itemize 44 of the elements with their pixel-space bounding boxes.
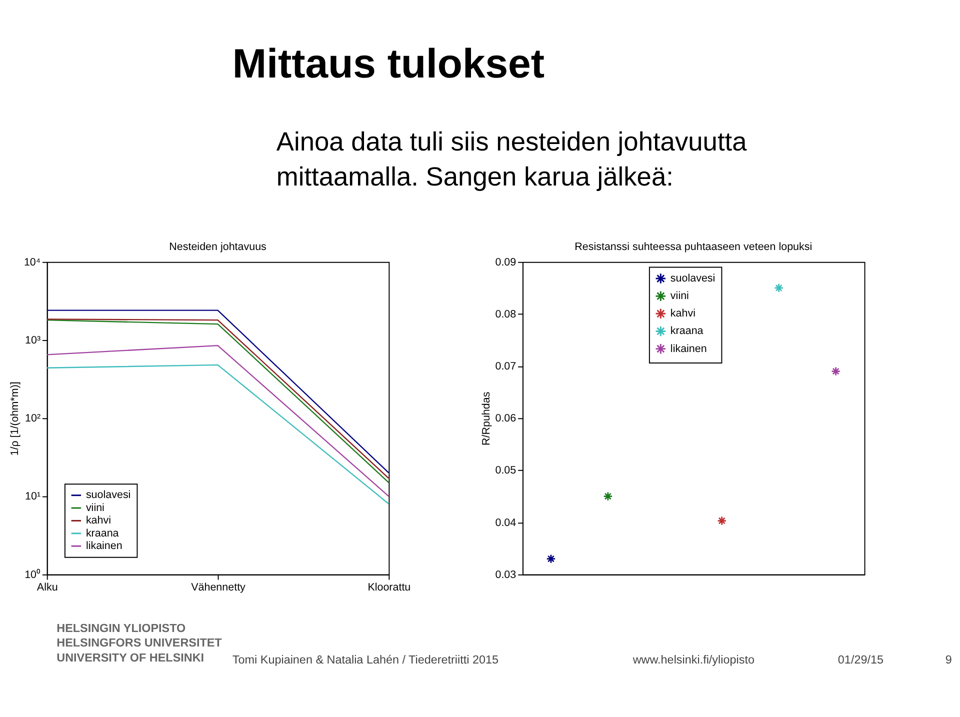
y-tick-label: 10² [25,412,41,425]
legend-label: viini [670,290,689,302]
x-tick-label: Vähennetty [191,582,246,594]
text: 9 [945,653,952,666]
point [831,366,841,376]
y-tick-label: 10¹ [25,490,41,503]
text: Mittaus tulokset [232,40,545,86]
legend-label: likainen [670,342,707,355]
y-tick-label: 0.06 [495,412,516,425]
x-tick-label: Kloorattu [368,582,411,594]
chart-title: Nesteiden johtavuus [169,241,266,254]
legend-label: suolavesi [670,272,716,284]
y-tick-label: 0.05 [495,464,516,477]
text: www.helsinki.fi/yliopisto [632,653,755,666]
text: mittaamalla. Sangen karua jälkeä: [276,162,674,192]
y-tick-label: 10³ [25,334,41,346]
point [546,554,556,564]
text: Tomi Kupiainen & Natalia Lahén / Tiederetriitti 2015 [232,653,499,666]
legend-label: likainen [86,540,122,552]
y-tick-label: 0.07 [495,360,516,372]
legend-label: viini [86,502,104,514]
x-tick-label: Alku [36,582,58,594]
legend-label: kahvi [86,514,112,527]
point [717,516,727,526]
y-tick-label: 0.09 [495,256,516,268]
y-axis-title: R/Rpuhdas [480,392,492,446]
y-tick-label: 0.08 [495,308,516,320]
y-tick-label: 10⁰ [24,568,41,581]
point [774,283,784,293]
text: HELSINGIN YLIOPISTO [56,622,186,636]
legend-label: kahvi [670,308,696,320]
point [603,492,613,502]
y-axis-title: 1/ρ [1/(ohm*m)] [9,382,22,456]
text: HELSINGFORS UNIVERSITET [56,636,223,650]
legend-label: kraana [86,527,119,540]
chart-title: Resistanssi suhteessa puhtaaseen veteen lopuksi [574,241,812,254]
y-tick-label: 0.03 [495,568,516,581]
legend-label: suolavesi [86,489,131,502]
y-tick-label: 0.04 [495,516,516,529]
legend-label: kraana [670,325,704,338]
text: 01/29/15 [838,653,884,666]
y-tick-label: 10⁴ [24,256,41,268]
text: UNIVERSITY OF HELSINKI [56,651,204,664]
text: Ainoa data tuli siis nesteiden johtavuutta [276,126,748,157]
